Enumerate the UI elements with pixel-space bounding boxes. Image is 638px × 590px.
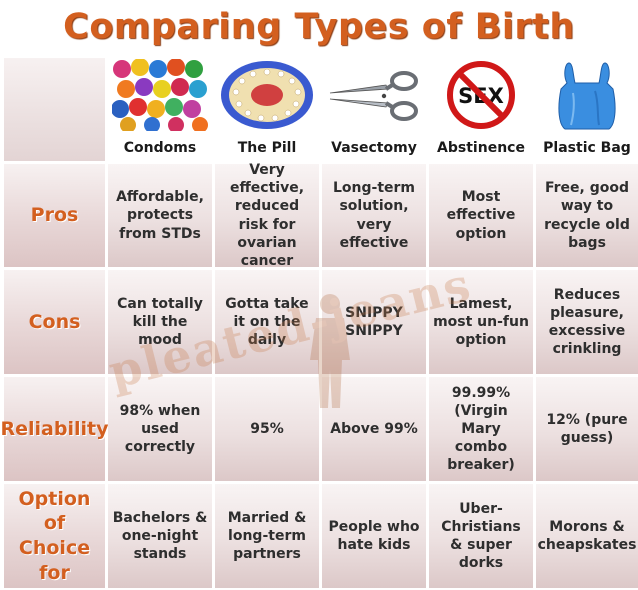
- row-header-cons: Cons: [4, 270, 105, 374]
- table-corner: [4, 58, 105, 161]
- table-cell: SNIPPY SNIPPY: [322, 270, 426, 374]
- plastic-bag-icon: [539, 59, 635, 131]
- table-cell: 95%: [215, 377, 319, 481]
- table-cell: 12% (pure guess): [536, 377, 638, 481]
- column-header-vasectomy: Vasectomy: [322, 58, 426, 161]
- pill-pack-icon: [219, 59, 315, 131]
- column-label: Vasectomy: [331, 139, 417, 156]
- column-label: The Pill: [237, 139, 297, 156]
- table-cell: Most effective option: [429, 164, 533, 267]
- table-cell: Free, good way to recycle old bags: [536, 164, 638, 267]
- scissors-icon: [326, 59, 422, 131]
- column-header-condoms: Condoms: [108, 58, 212, 161]
- table-cell: Very effective, reduced risk for ovarian…: [215, 162, 319, 269]
- table-cell: Uber-Christians & super dorks: [429, 484, 533, 588]
- row-header-reliability: Reliability: [1, 377, 109, 481]
- column-header-the-pill: The Pill: [215, 58, 319, 161]
- row-header-option-of-choice: Option of Choice for: [4, 484, 105, 588]
- table-cell: 99.99% (Virgin Mary combo breaker): [429, 377, 533, 481]
- table-cell: Lamest, most un-fun option: [429, 270, 533, 374]
- table-cell: Morons & cheapskates: [536, 484, 638, 588]
- row-header-pros: Pros: [4, 164, 105, 267]
- table-cell: 98% when used correctly: [108, 377, 212, 481]
- table-cell: Gotta take it on the daily: [215, 270, 319, 374]
- column-label: Abstinence: [437, 139, 525, 156]
- comparison-table: Condoms The Pill: [1, 58, 638, 588]
- table-cell: Long-term solution, very effective: [322, 164, 426, 267]
- table-cell: Above 99%: [322, 377, 426, 481]
- column-header-abstinence: SEX Abstinence: [429, 58, 533, 161]
- table-cell: Married & long-term partners: [215, 484, 319, 588]
- page-title: Comparing Types of Birth Control: [0, 0, 638, 101]
- table-cell: Can totally kill the mood: [108, 270, 212, 374]
- column-label: Plastic Bag: [543, 139, 631, 156]
- column-label: Condoms: [123, 139, 197, 156]
- table-cell: Reduces pleasure, excessive crinkling: [536, 270, 638, 374]
- condoms-photo-icon: [112, 58, 208, 131]
- no-sex-sign-icon: SEX: [433, 59, 529, 131]
- column-header-plastic-bag: Plastic Bag: [536, 58, 638, 161]
- table-cell: Affordable, protects from STDs: [108, 164, 212, 267]
- table-cell: People who hate kids: [322, 484, 426, 588]
- table-cell: Bachelors & one-night stands: [108, 484, 212, 588]
